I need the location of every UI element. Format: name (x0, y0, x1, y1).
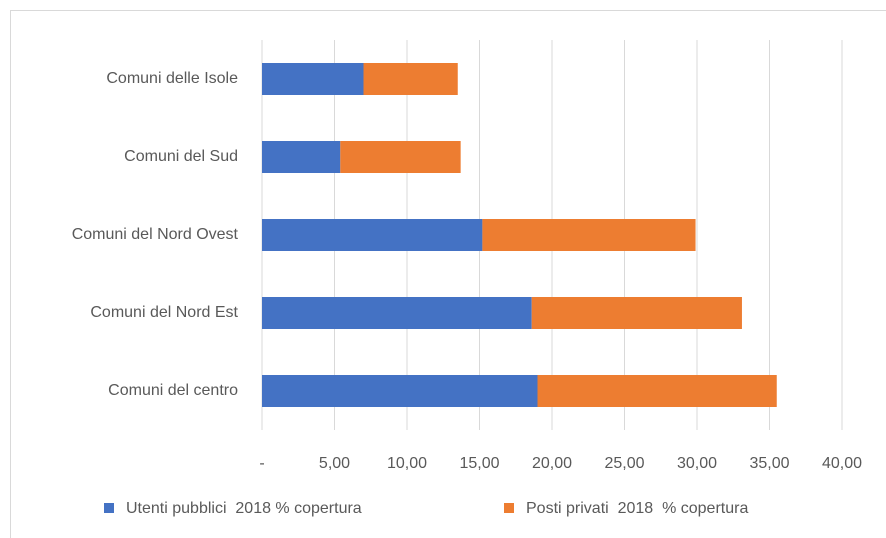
y-tick-label: Comuni delle Isole (106, 70, 238, 87)
x-tick-label: 35,00 (749, 455, 789, 472)
bar (262, 297, 532, 329)
y-tick-label: Comuni del Nord Est (90, 304, 238, 321)
chart-frame (10, 10, 886, 538)
bar (531, 297, 742, 329)
x-tick-label: 40,00 (822, 455, 862, 472)
bar (340, 141, 461, 173)
legend-label: Utenti pubblici 2018 % copertura (126, 500, 362, 517)
bar (262, 141, 341, 173)
bar (262, 375, 538, 407)
x-tick-label: 5,00 (319, 455, 350, 472)
legend-label: Posti privati 2018 % copertura (526, 500, 748, 517)
x-tick-label: 20,00 (532, 455, 572, 472)
y-tick-label: Comuni del centro (108, 382, 238, 399)
x-tick-label: 25,00 (604, 455, 644, 472)
bar (482, 219, 696, 251)
bar (537, 375, 777, 407)
bar (262, 219, 483, 251)
x-tick-label: 15,00 (459, 455, 499, 472)
y-tick-label: Comuni del Nord Ovest (72, 226, 239, 243)
x-tick-label: 10,00 (387, 455, 427, 472)
x-tick-label: 30,00 (677, 455, 717, 472)
bar (262, 63, 364, 95)
y-tick-label: Comuni del Sud (124, 148, 238, 165)
x-tick-label: - (259, 455, 264, 472)
bar (363, 63, 458, 95)
legend-swatch (104, 503, 114, 513)
legend-swatch (504, 503, 514, 513)
